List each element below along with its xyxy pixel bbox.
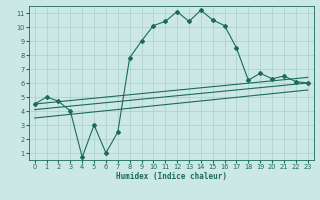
X-axis label: Humidex (Indice chaleur): Humidex (Indice chaleur) [116, 172, 227, 181]
